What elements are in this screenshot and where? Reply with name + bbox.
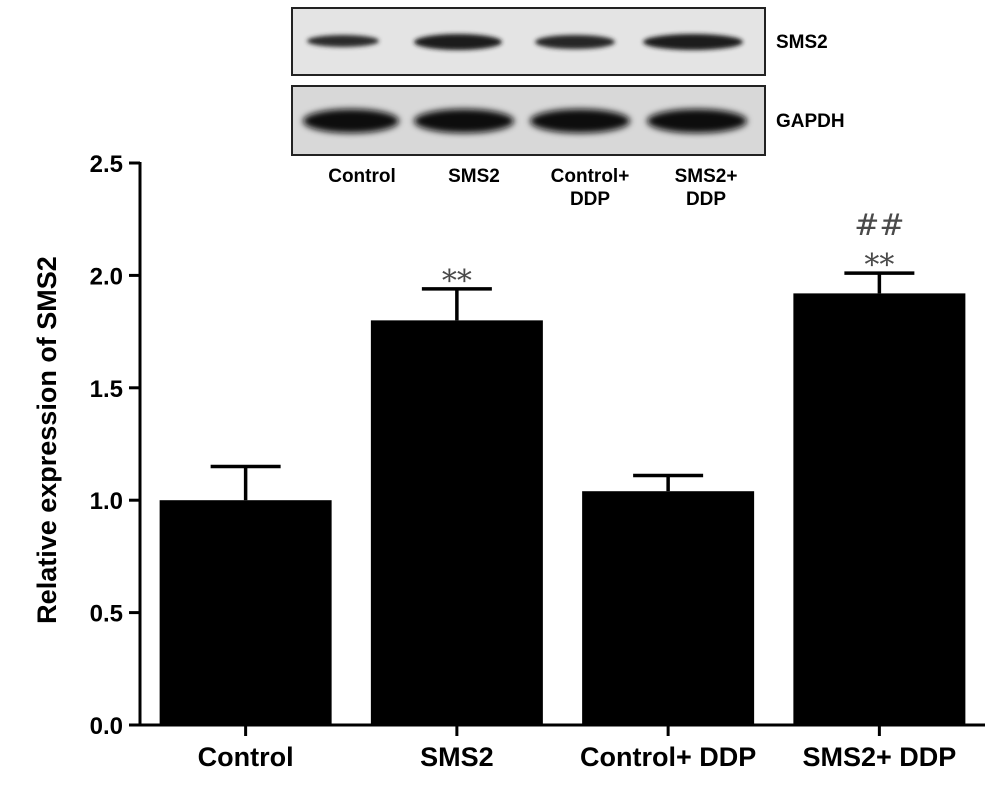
- category-label-0: Control: [198, 742, 294, 772]
- bar-0: [159, 500, 332, 725]
- category-label-3: SMS2+ DDP: [802, 742, 956, 772]
- band-gapdh-lane-2: [414, 109, 514, 133]
- band-sms2-lane-2: [414, 34, 502, 50]
- band-sms2-lane-1: [307, 35, 379, 47]
- significance-mark-1-0: **: [442, 264, 472, 299]
- bar-3: [793, 293, 966, 725]
- y-tick-label-2: 1.0: [90, 488, 123, 515]
- band-gapdh-lane-4: [647, 109, 747, 133]
- bar-1: [370, 320, 543, 725]
- blot-band-label-sms2: SMS2: [776, 32, 828, 53]
- y-axis-title: Relative expression of SMS2: [32, 256, 62, 624]
- band-sms2-lane-3: [535, 35, 615, 49]
- y-tick-label-5: 2.5: [90, 151, 123, 178]
- category-label-2: Control+ DDP: [580, 742, 756, 772]
- y-tick-label-0: 0.0: [90, 713, 123, 740]
- y-tick-label-3: 1.5: [90, 376, 123, 403]
- category-label-1: SMS2: [420, 742, 494, 772]
- blot-lane-label-1-0: SMS2: [448, 166, 500, 187]
- y-tick-label-4: 2.0: [90, 263, 123, 290]
- y-axis: 0.0 0.5 1.0 1.5 2.0 2.5: [90, 151, 142, 740]
- blot-band-label-gapdh: GAPDH: [776, 111, 845, 132]
- band-sms2-lane-4: [643, 34, 743, 50]
- bar-chart: Relative expression of SMS2 0.0 0.5 1.0 1.5…: [32, 151, 985, 772]
- blot-lane-label-2-0: Control+: [551, 166, 630, 187]
- blot-lane-label-3-1: DDP: [686, 189, 726, 210]
- blot-lane-label-2-1: DDP: [570, 189, 610, 210]
- band-gapdh-lane-1: [303, 109, 399, 133]
- error-bars: [210, 271, 915, 501]
- category-labels: Control SMS2 Control+ DDP SMS2+ DDP: [198, 742, 957, 772]
- band-gapdh-lane-3: [530, 109, 630, 133]
- significance-mark-3-1: **: [864, 248, 894, 283]
- blot-lane-label-3-0: SMS2+: [675, 166, 738, 187]
- significance-marks: ** ## **: [442, 208, 905, 299]
- significance-mark-3-0: ##: [854, 208, 904, 243]
- western-blot: SMS2 GAPDH Control SMS2 Control+DDPSMS2+DD…: [291, 7, 845, 210]
- blot-lane-label-0-0: Control: [328, 166, 396, 187]
- x-axis: [139, 723, 985, 736]
- blot-row-sms2: SMS2: [291, 7, 828, 76]
- blot-row-gapdh: GAPDH: [291, 85, 845, 156]
- y-tick-label-1: 0.5: [90, 601, 123, 628]
- bar-2: [582, 491, 755, 725]
- bars: [159, 293, 966, 725]
